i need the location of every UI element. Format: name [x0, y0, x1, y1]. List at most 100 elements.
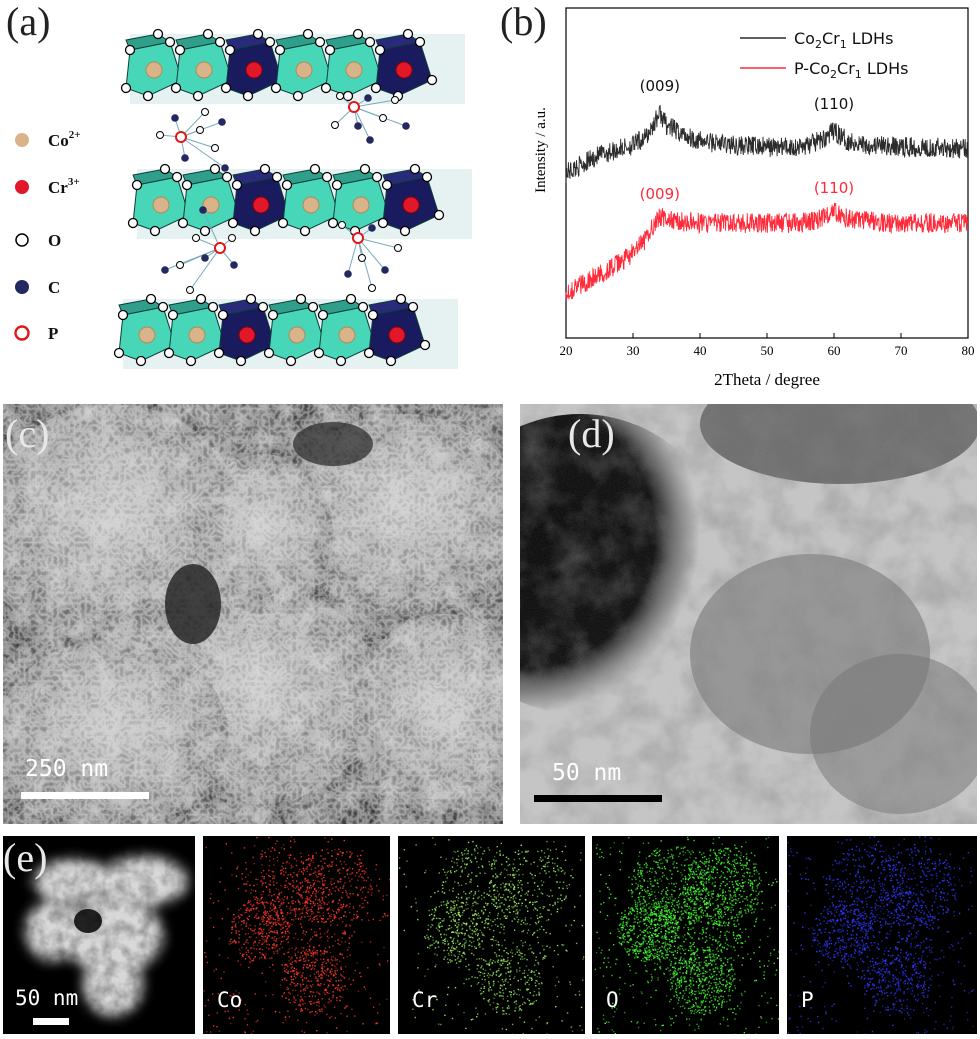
o-atom [374, 44, 386, 56]
o-atom [145, 293, 157, 305]
o-atom [120, 82, 132, 94]
cr-atom [238, 326, 256, 344]
cr-legend-dot [15, 180, 29, 194]
o-atom [391, 96, 399, 104]
o-atom [321, 171, 333, 183]
bond [189, 247, 221, 291]
c-atom [171, 114, 179, 122]
legend-label: P-Co2Cr1 LDHs [794, 59, 908, 81]
c-atom [364, 94, 372, 102]
ldh-structure-diagram: Co2+ Cr3+ O C P [14, 28, 472, 369]
eds-dots [398, 837, 585, 1034]
x-tick-label: 70 [895, 343, 908, 358]
o-atom [359, 163, 371, 175]
p-legend-ring [14, 325, 30, 341]
o-atom [309, 163, 321, 175]
legend-symbol: P [48, 324, 58, 343]
o-atom [221, 171, 233, 183]
x-tick-label: 50 [761, 343, 774, 358]
o-atom [135, 355, 147, 367]
tem-scale-bar [534, 795, 662, 802]
hydroxide-layer [120, 28, 465, 104]
x-axis-ticks: 20 30 40 50 60 70 80 [560, 333, 975, 358]
p-atom [348, 101, 360, 113]
plot-frame [565, 7, 969, 339]
o-atom [213, 347, 225, 359]
c-atom [230, 261, 238, 269]
co-atom [195, 61, 213, 79]
tem-scale-label: 50 nm [552, 760, 622, 786]
o-atom [394, 244, 402, 252]
haadf-scale-label: 50 nm [15, 986, 79, 1010]
o-atom [164, 36, 176, 48]
legend-item-o: O [15, 231, 61, 250]
o-atom [156, 131, 164, 139]
o-atom [317, 309, 329, 321]
co-atom [152, 196, 170, 214]
peak-label: (110) [814, 95, 854, 113]
eds-map-label: Co [217, 988, 243, 1012]
o-atom [117, 309, 129, 321]
bond [357, 237, 386, 271]
eds-map-label: Cr [412, 988, 438, 1012]
o-atom [185, 355, 197, 367]
o-atom [142, 90, 154, 102]
o-atom [367, 309, 379, 321]
legend-item-c: C [15, 278, 60, 297]
o-atom [152, 28, 164, 40]
bond [357, 237, 373, 289]
o-atom [259, 163, 271, 175]
phosphonate-anion [331, 92, 410, 144]
p-atom [175, 131, 187, 143]
o-legend-ring [15, 233, 29, 247]
tem-image: (d) 50 nm [520, 404, 977, 824]
x-tick-label: 60 [828, 343, 841, 358]
o-atom [202, 28, 214, 40]
o-atom [414, 36, 426, 48]
o-atom [157, 301, 169, 313]
bond [357, 237, 399, 249]
o-atom [352, 28, 364, 40]
p-atom [214, 242, 226, 254]
o-atom [214, 36, 226, 48]
o-atom [199, 225, 211, 237]
o-atom [207, 301, 219, 313]
sem-scale-label: 250 nm [25, 756, 109, 782]
x-tick-label: 80 [962, 343, 975, 358]
legend-label: Co2Cr1 LDHs [794, 29, 893, 51]
co-atom [288, 326, 306, 344]
o-atom [324, 44, 336, 56]
o-atom [363, 347, 375, 359]
eds-map-co: Co [203, 836, 390, 1034]
cr-atom [395, 61, 413, 79]
legend-charge: 3+ [68, 176, 80, 188]
o-atom [433, 209, 445, 221]
c-atom [381, 266, 389, 274]
o-atom [307, 301, 319, 313]
legend-symbol: Cr3+ [48, 176, 80, 197]
legend-symbol: O [48, 231, 61, 250]
o-atom [177, 217, 189, 229]
o-atom [381, 179, 393, 191]
peak-label: (009) [640, 185, 680, 203]
o-atom [127, 217, 139, 229]
bond [180, 136, 226, 169]
o-atom [181, 179, 193, 191]
sem-texture [3, 404, 503, 824]
legend-symbol: Co2+ [48, 129, 81, 150]
legend-item-cr: Cr3+ [15, 176, 80, 197]
x-tick-label: 20 [560, 343, 573, 358]
cr-atom [245, 61, 263, 79]
o-atom [331, 179, 343, 191]
o-atom [338, 221, 346, 229]
o-atom [113, 347, 125, 359]
peak-labels: (009) (110) (009) (110) [640, 77, 855, 203]
o-atom [228, 234, 236, 242]
element-legend: Co2+ Cr3+ O C P [14, 129, 81, 343]
o-atom [201, 108, 209, 116]
o-atom [271, 171, 283, 183]
c-atom [221, 164, 229, 172]
c-atom [218, 118, 226, 126]
c-atom [161, 266, 169, 274]
hydroxide-layer [127, 163, 472, 239]
